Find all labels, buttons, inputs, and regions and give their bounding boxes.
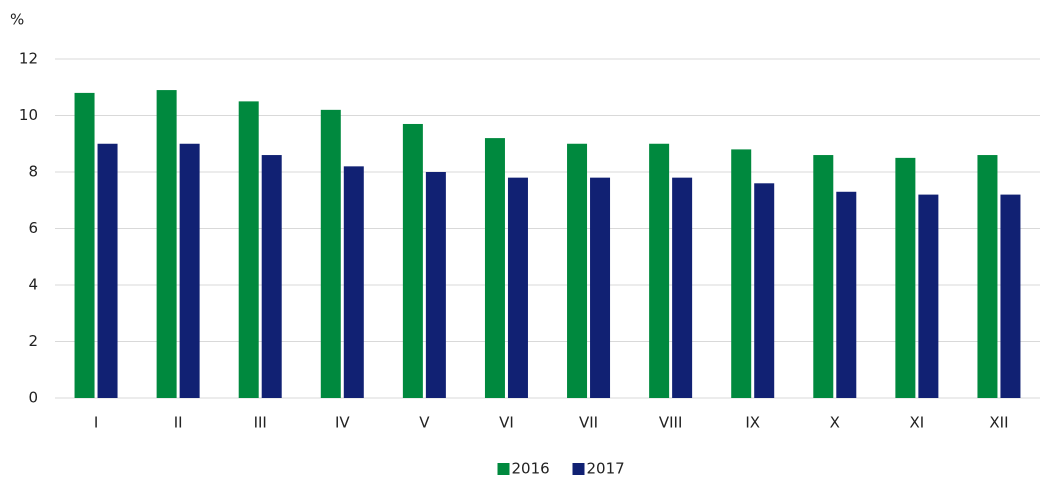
bar [754, 183, 775, 398]
bar [977, 155, 998, 398]
bar [425, 172, 446, 398]
y-tick-label: 0 [28, 389, 38, 407]
bar [74, 92, 95, 399]
y-tick-label: 6 [28, 219, 38, 237]
legend-swatch [572, 463, 585, 475]
y-tick-label: 12 [19, 50, 38, 68]
x-tick-label: VIII [659, 414, 683, 432]
bar [402, 123, 423, 398]
bar [343, 166, 364, 398]
x-tick-label: XI [910, 414, 925, 432]
bar [672, 177, 693, 398]
legend-swatch [497, 463, 510, 475]
x-tick-label: II [174, 414, 183, 432]
bar [484, 138, 505, 398]
legend-label: 2016 [512, 460, 550, 478]
y-tick-label: 2 [28, 332, 38, 350]
bar [567, 143, 588, 398]
bar [1000, 194, 1021, 398]
bar [156, 90, 177, 398]
x-tick-label: X [830, 414, 840, 432]
x-tick-label: VII [579, 414, 598, 432]
bar [238, 101, 259, 398]
bar [97, 143, 118, 398]
y-tick-label: 8 [28, 163, 38, 181]
x-tick-label: IX [745, 414, 760, 432]
bar [649, 143, 670, 398]
bar [320, 109, 341, 398]
y-tick-label: 4 [28, 276, 38, 294]
bar [507, 177, 528, 398]
bar [918, 194, 939, 398]
bar [731, 149, 752, 398]
bar [895, 157, 916, 398]
y-axis-label: % [10, 11, 24, 29]
x-tick-label: VI [499, 414, 514, 432]
bar [261, 155, 282, 398]
y-tick-label: 10 [19, 106, 38, 124]
x-tick-label: XII [989, 414, 1008, 432]
bar [813, 155, 834, 398]
bar [836, 191, 857, 398]
x-tick-label: V [419, 414, 430, 432]
bar [590, 177, 611, 398]
bar [179, 143, 200, 398]
x-tick-label: I [94, 414, 98, 432]
x-tick-label: III [254, 414, 267, 432]
legend-label: 2017 [587, 460, 625, 478]
x-tick-label: IV [335, 414, 350, 432]
